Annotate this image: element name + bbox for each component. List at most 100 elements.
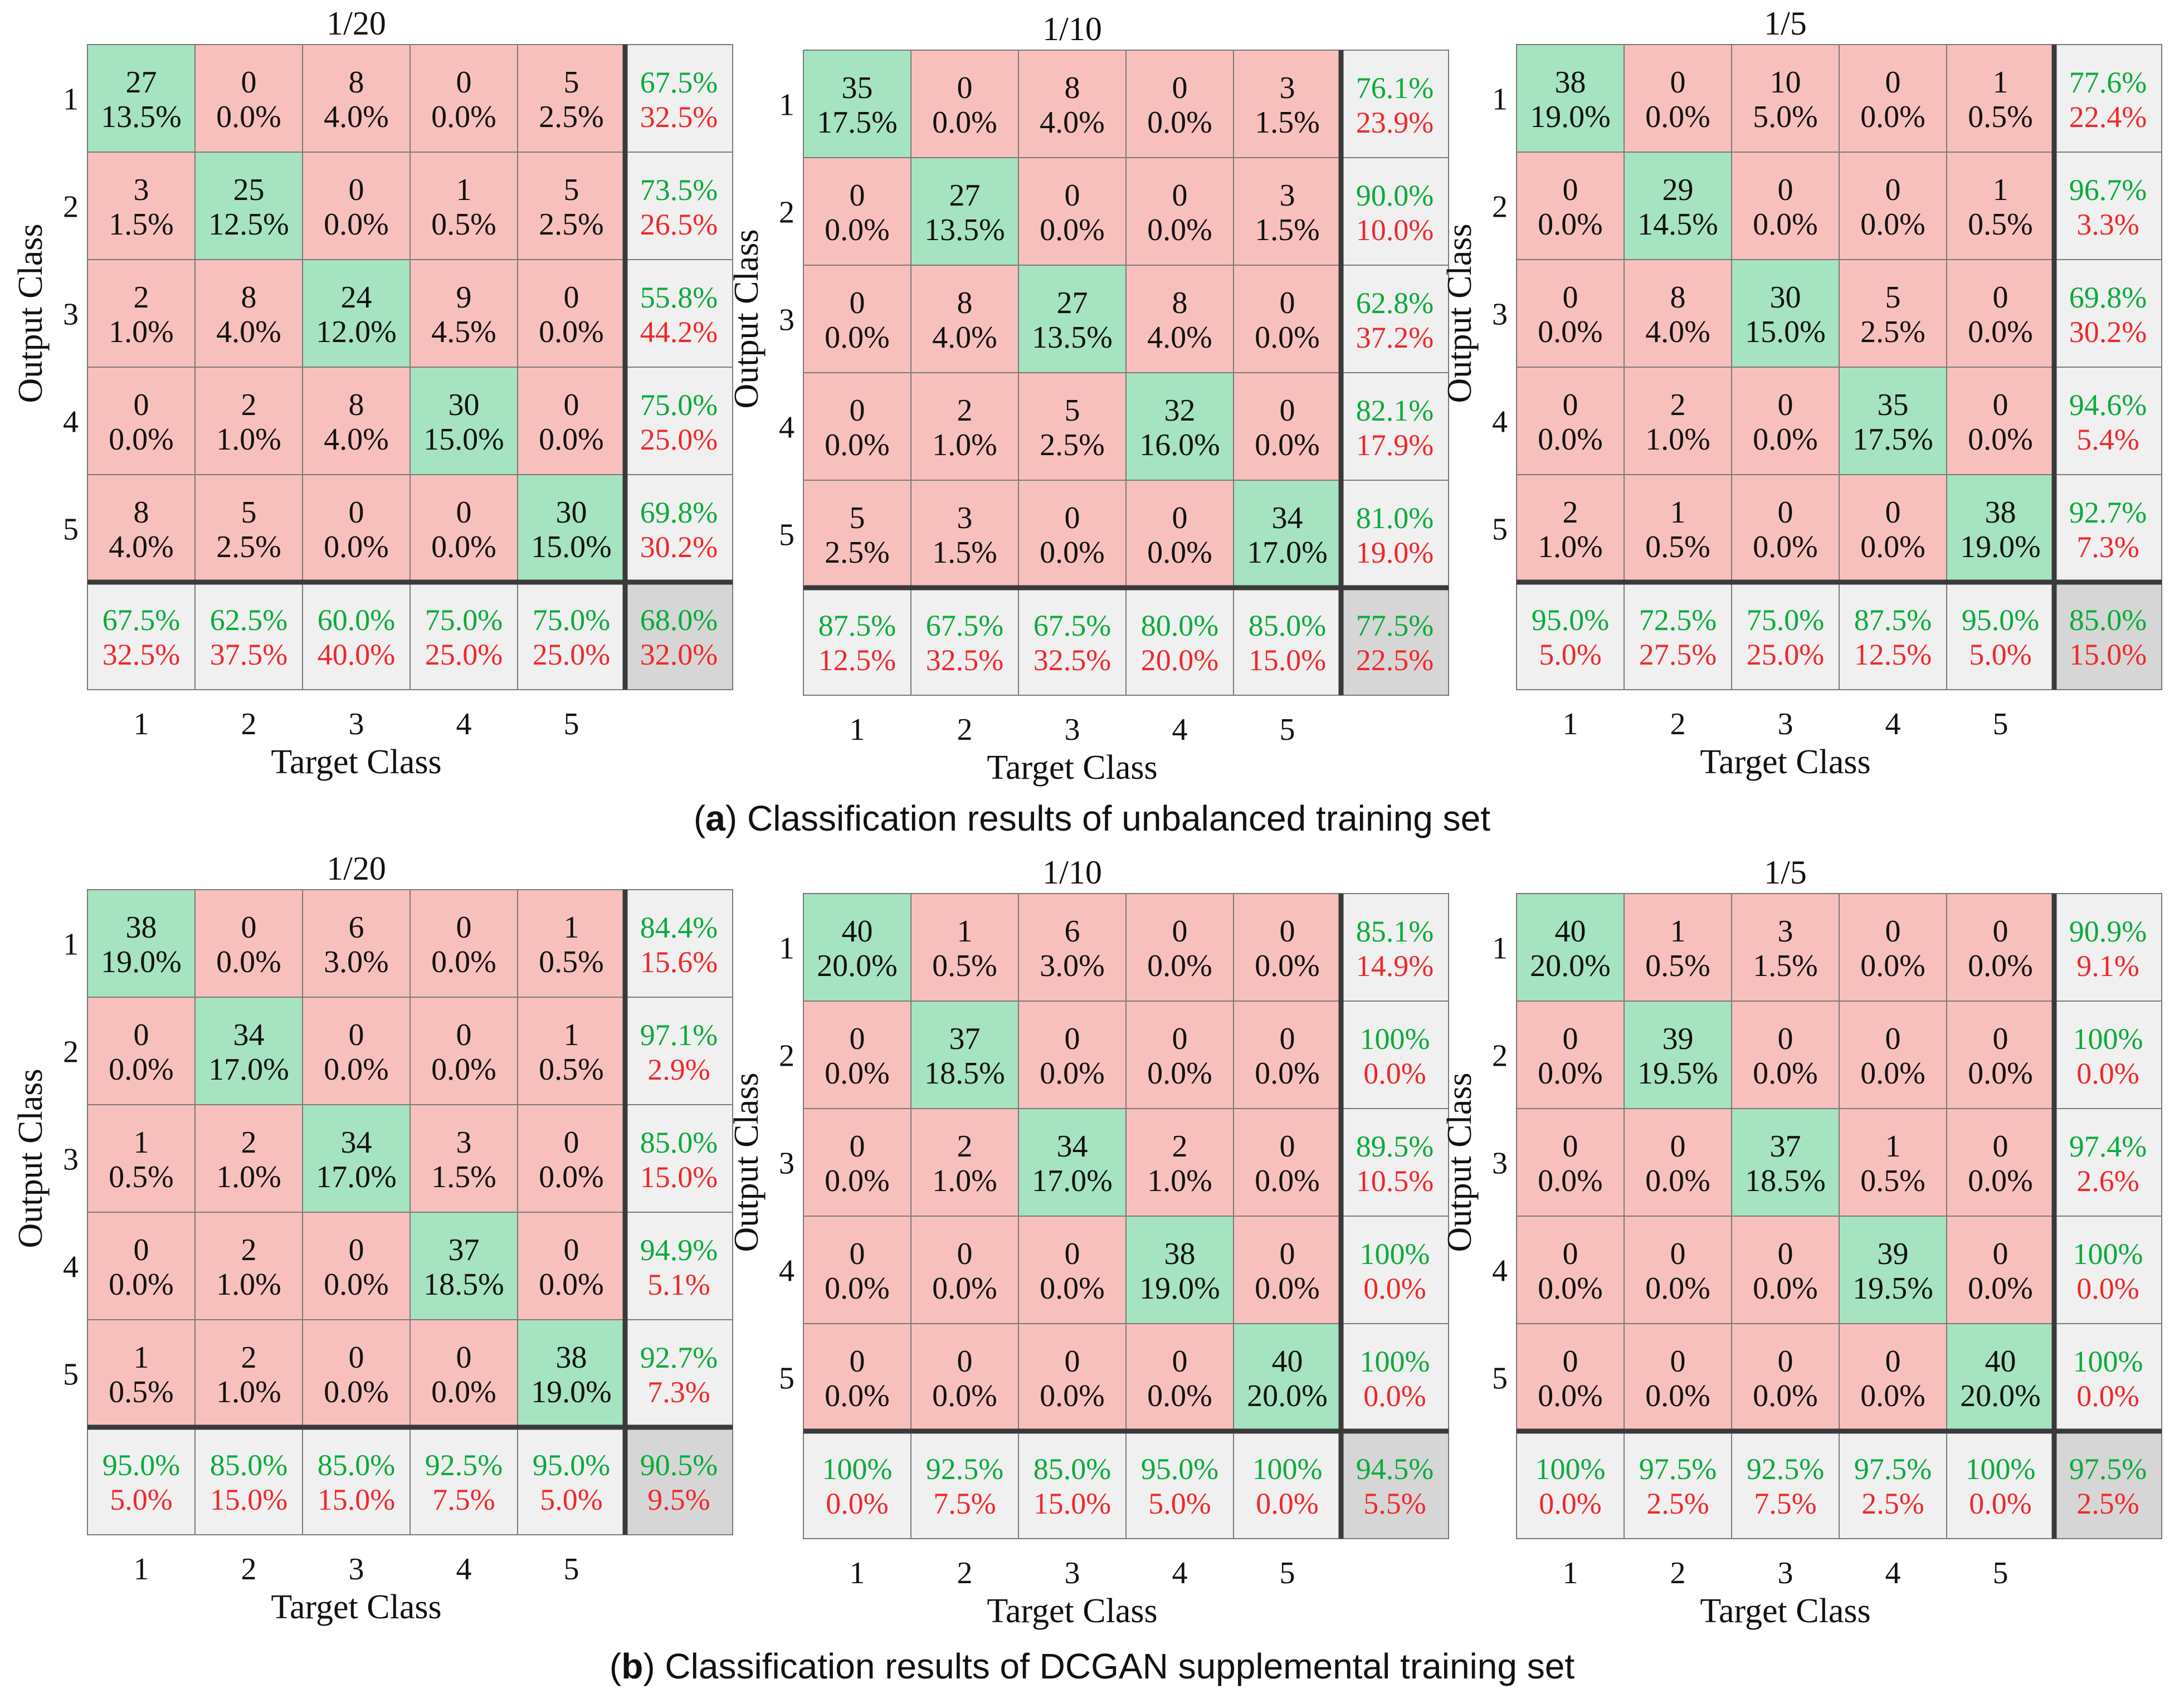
cell-percent: 0.0% (1753, 207, 1818, 242)
cell-count: 30 (556, 495, 587, 530)
column-summary-cell (1624, 582, 1732, 690)
cell-count: 0 (1280, 393, 1295, 428)
error-cell (517, 367, 626, 475)
cell-percent: 0.0% (1753, 422, 1818, 457)
cell-count: 3 (134, 173, 149, 207)
error-cell (1233, 265, 1342, 373)
error-cell (1946, 367, 2055, 475)
row-summary-cell (2054, 44, 2162, 153)
cell-percent: 15.0% (531, 530, 612, 564)
y-tick-label: 5 (63, 513, 79, 547)
cell-percent: 0.0% (1538, 315, 1603, 349)
x-tick-label: 4 (1885, 707, 1901, 741)
cell-count: 0 (564, 1233, 579, 1267)
cell-percent: 1.0% (216, 1267, 281, 1302)
y-tick-label: 2 (1492, 1039, 1508, 1073)
error-cell (410, 259, 518, 368)
accuracy-text: 97.1% (640, 1018, 718, 1052)
cell-count: 2 (241, 1233, 257, 1267)
cell-percent: 0.0% (1860, 949, 1925, 983)
x-tick-label: 1 (850, 1556, 865, 1590)
cell-count: 0 (1778, 173, 1793, 207)
cell-percent: 17.5% (817, 105, 898, 140)
accuracy-text: 100% (1360, 1022, 1430, 1056)
error-cell (1839, 259, 1947, 368)
cell-count: 1 (1670, 495, 1686, 530)
cell-percent: 0.0% (1968, 949, 2033, 983)
accuracy-text: 87.5% (818, 609, 896, 642)
column-summary-cell (1624, 1431, 1732, 1539)
x-tick-label: 2 (957, 1556, 973, 1590)
cell-percent: 4.0% (1645, 315, 1710, 349)
error-rate-text: 32.5% (1034, 643, 1111, 677)
error-cell (1018, 1001, 1127, 1109)
overall-accuracy-cell (2054, 582, 2162, 690)
caption-a-text: ) Classification results of unbalanced t… (725, 798, 1491, 838)
cell-count: 0 (850, 1129, 865, 1164)
error-cell (87, 997, 196, 1105)
cell-percent: 0.5% (932, 949, 997, 983)
column-summary-cell (194, 1427, 303, 1535)
matrix-title: 1/5 (1764, 854, 1807, 891)
column-summary-cell (1516, 582, 1625, 690)
x-tick-label: 3 (1065, 1556, 1080, 1590)
error-rate-text: 15.0% (318, 1483, 395, 1516)
cell-percent: 0.0% (109, 1052, 174, 1087)
error-rate-text: 0.0% (1969, 1487, 2031, 1520)
cell-count: 5 (850, 501, 865, 535)
cell-percent: 0.0% (539, 1267, 604, 1302)
cell-percent: 0.0% (1255, 320, 1320, 355)
cell-count: 1 (1670, 914, 1686, 949)
cell-percent: 17.0% (1032, 1164, 1113, 1198)
cell-count: 8 (241, 280, 257, 315)
cell-count: 0 (1885, 495, 1901, 530)
cell-count: 2 (957, 1129, 973, 1164)
row-summary-cell (625, 152, 733, 260)
accuracy-text: 100% (1360, 1237, 1430, 1271)
error-cell (302, 889, 411, 998)
cell-percent: 0.0% (825, 1164, 890, 1198)
cell-percent: 0.0% (1753, 1379, 1818, 1413)
correct-cell (194, 997, 303, 1105)
accuracy-text: 95.0% (533, 1448, 610, 1482)
row-summary-cell (1340, 50, 1449, 158)
cell-count: 3 (456, 1125, 472, 1160)
row-summary-cell (625, 474, 733, 583)
correct-cell (1624, 1001, 1732, 1109)
error-cell (194, 889, 303, 998)
cell-percent: 0.0% (1147, 535, 1212, 570)
error-rate-text: 0.0% (2076, 1379, 2139, 1413)
cell-count: 0 (349, 1340, 364, 1375)
error-cell (1516, 152, 1625, 260)
cell-percent: 0.0% (1147, 105, 1212, 140)
cell-percent: 0.0% (1968, 1271, 2033, 1306)
error-cell (87, 259, 196, 368)
cell-percent: 0.0% (431, 100, 496, 134)
cell-percent: 0.0% (1645, 1379, 1710, 1413)
cell-percent: 4.0% (216, 315, 281, 349)
accuracy-text: 95.0% (1141, 1452, 1218, 1486)
error-rate-text: 37.2% (1356, 321, 1434, 354)
accuracy-text: 69.8% (640, 496, 718, 529)
cell-count: 9 (456, 280, 472, 315)
cell-count: 0 (1563, 1129, 1578, 1164)
matrix-title: 1/20 (326, 850, 386, 887)
cell-count: 27 (126, 65, 157, 100)
cell-percent: 0.0% (1645, 100, 1710, 134)
cell-count: 0 (850, 1344, 865, 1379)
y-tick-label: 2 (779, 196, 794, 230)
error-cell (1125, 893, 1234, 1002)
error-rate-text: 20.0% (1141, 643, 1218, 677)
error-rate-text: 19.0% (1356, 536, 1434, 569)
correct-cell (1018, 265, 1127, 373)
accuracy-text: 80.0% (1141, 609, 1218, 642)
cell-percent: 4.5% (431, 315, 496, 349)
cell-percent: 0.0% (539, 1160, 604, 1194)
cell-count: 6 (349, 910, 364, 945)
cell-count: 0 (1280, 1237, 1295, 1271)
cell-percent: 13.5% (101, 100, 182, 134)
error-rate-text: 0.0% (1539, 1487, 1601, 1520)
overall-accuracy-cell (625, 1427, 733, 1535)
error-cell (1731, 1323, 1840, 1432)
